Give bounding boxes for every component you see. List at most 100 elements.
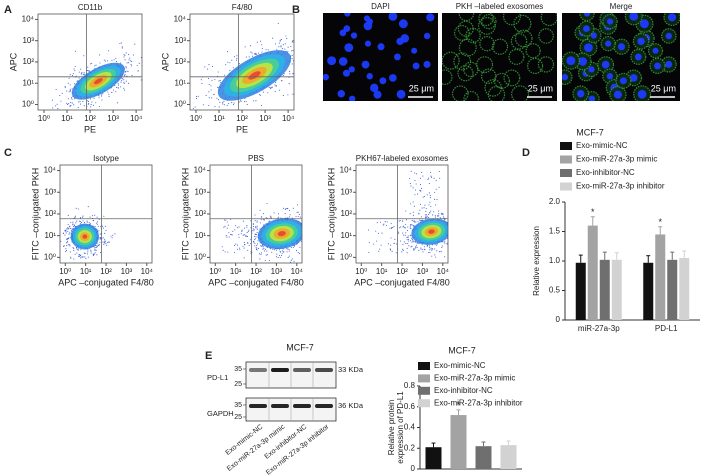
event-dot [80, 68, 82, 70]
event-dot [83, 73, 85, 75]
event-dot [292, 73, 294, 75]
event-dot [251, 55, 254, 57]
event-dot [411, 219, 413, 222]
event-dot [229, 69, 231, 72]
event-dot [405, 219, 408, 221]
event-dot [101, 226, 103, 228]
event-dot [240, 99, 242, 101]
event-dot [65, 248, 67, 250]
event-dot [454, 226, 455, 227]
event-dot [218, 106, 220, 108]
event-dot [110, 235, 112, 237]
event-dot [94, 214, 96, 216]
event-dot [401, 251, 403, 253]
event-dot [240, 101, 242, 103]
event-dot [75, 222, 77, 224]
event-dot [246, 235, 248, 238]
event-dot [424, 249, 426, 251]
event-dot [70, 227, 72, 230]
event-dot [247, 242, 249, 244]
event-dot [260, 94, 262, 96]
event-dot [80, 257, 82, 259]
event-dot [104, 232, 106, 235]
event-dot [211, 79, 213, 81]
event-dot [409, 225, 411, 227]
event-dot [72, 225, 74, 228]
x-tick-label: 10³ [271, 267, 283, 276]
event-dot [66, 102, 68, 104]
event-dot [262, 246, 264, 248]
event-dot [253, 229, 255, 231]
legend-swatch [560, 182, 572, 191]
event-dot [259, 222, 261, 224]
event-dot [218, 80, 220, 82]
event-dot [75, 247, 78, 249]
event-dot [455, 226, 456, 227]
event-dot [114, 85, 116, 87]
event-dot [289, 214, 291, 216]
exosome-signal [451, 85, 469, 101]
marker-label: 35 [234, 366, 242, 373]
event-dot [69, 84, 71, 86]
event-dot [91, 101, 93, 103]
event-dot [236, 55, 238, 57]
event-dot [90, 249, 92, 251]
event-dot [111, 91, 113, 94]
event-dot [67, 240, 69, 242]
event-dot [72, 73, 74, 75]
event-dot [307, 32, 308, 33]
significance-mark: * [591, 207, 595, 217]
event-dot [100, 226, 102, 228]
event-dot [115, 86, 118, 88]
event-dot [384, 221, 386, 223]
event-dot [265, 49, 267, 51]
exosome-signal [513, 14, 532, 33]
event-dot [450, 243, 451, 244]
event-dot [99, 236, 101, 238]
exosome-signal [508, 48, 525, 65]
event-dot [76, 248, 78, 250]
event-dot [68, 91, 70, 93]
event-dot [62, 245, 65, 247]
event-dot [380, 244, 382, 246]
event-dot [442, 214, 444, 216]
event-dot [254, 53, 256, 56]
event-dot [221, 246, 223, 248]
event-dot [79, 223, 82, 225]
event-dot [280, 217, 282, 219]
event-dot [436, 243, 438, 245]
event-dot [428, 212, 430, 214]
bar [575, 262, 586, 320]
event-dot [422, 248, 424, 251]
event-dot [86, 220, 88, 222]
event-dot [255, 226, 257, 228]
event-dot [280, 46, 282, 48]
event-dot [90, 250, 92, 252]
event-dot [67, 214, 69, 216]
event-dot [315, 233, 316, 234]
event-dot [454, 222, 455, 223]
event-dot [256, 117, 257, 118]
event-dot [434, 215, 436, 217]
event-dot [256, 228, 258, 230]
event-dot [263, 219, 265, 221]
event-dot [188, 90, 189, 91]
event-dot [297, 215, 299, 217]
panel-label: B [292, 4, 300, 16]
event-dot [306, 230, 307, 231]
event-dot [67, 223, 69, 226]
event-dot [378, 250, 380, 252]
event-dot [69, 245, 71, 247]
event-dot [266, 250, 268, 252]
event-dot [260, 40, 262, 42]
event-dot [255, 234, 257, 236]
x-axis-label: APC –conjugated F4/80 [58, 277, 154, 287]
event-dot [261, 44, 263, 46]
event-dot [208, 64, 210, 66]
event-dot [292, 246, 294, 248]
y-tick-label: 10⁰ [340, 252, 352, 261]
event-dot [269, 220, 271, 222]
event-dot [321, 228, 322, 229]
event-dot [307, 234, 308, 235]
